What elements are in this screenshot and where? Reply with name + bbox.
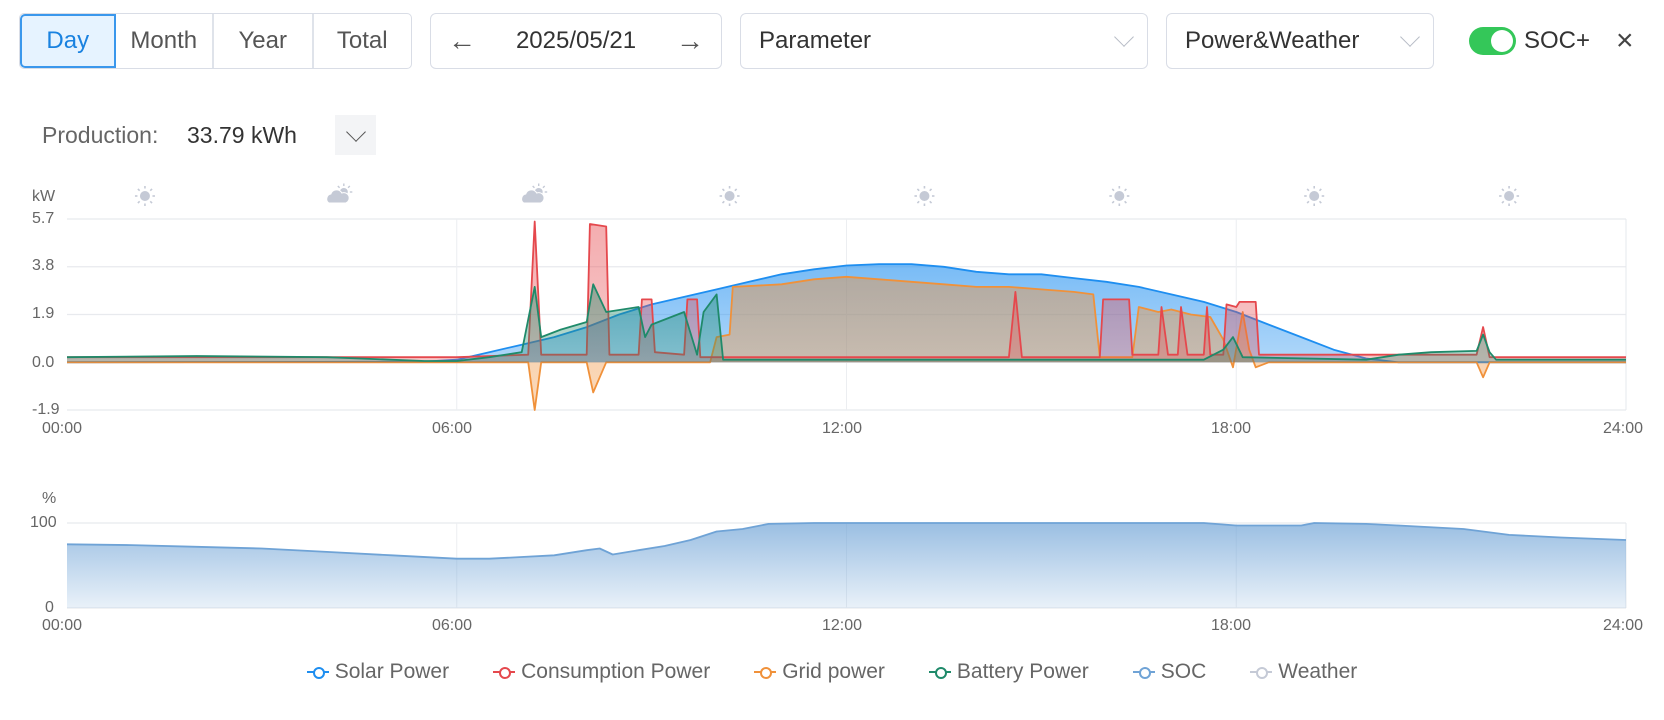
production-label: Production: (42, 122, 159, 148)
legend-marker-icon (493, 666, 516, 679)
view-select[interactable]: Power&Weather (1166, 13, 1434, 69)
partly-cloudy-icon (326, 183, 353, 204)
sun-icon (719, 186, 740, 206)
legend-label: Consumption Power (521, 660, 711, 683)
prev-date-arrow-icon[interactable]: ← (448, 25, 476, 56)
consumption-line (67, 220, 1626, 359)
soc-toggle-label: SOC+ (1524, 27, 1591, 54)
soc-x-tick-label: 06:00 (432, 617, 473, 634)
sun-icon (1109, 186, 1130, 206)
close-icon[interactable]: × (1616, 24, 1634, 57)
legend-battery-power[interactable]: Battery Power (928, 660, 1089, 684)
x-tick-label: 06:00 (432, 420, 473, 437)
production-dropdown-button[interactable] (335, 115, 376, 155)
view-select-value: Power&Weather (1185, 27, 1360, 54)
x-tick-label: 18:00 (1211, 420, 1252, 437)
parameter-select-value: Parameter (759, 27, 872, 54)
legend-label: Weather (1278, 660, 1358, 683)
soc-y-tick-label: 100 (30, 514, 57, 531)
battery-line (66, 283, 1626, 362)
date-picker: ← 2025/05/21 → (430, 13, 722, 69)
chart-legend: Solar Power Consumption Power Grid power… (0, 660, 1664, 684)
period-year-tab[interactable]: Year (214, 14, 314, 68)
period-switcher: Day Month Year Total (19, 13, 412, 69)
x-tick-label: 12:00 (822, 420, 863, 437)
production-value: 33.79 kWh (187, 122, 297, 148)
soc-x-tick-label: 24:00 (1603, 617, 1644, 634)
y-tick-label: 5.7 (32, 210, 55, 227)
legend-grid-power[interactable]: Grid power (754, 660, 885, 684)
y-tick-label: 1.9 (32, 305, 55, 322)
legend-marker-icon (754, 666, 777, 679)
y-tick-label: -1.9 (32, 401, 60, 418)
parameter-select[interactable]: Parameter (740, 13, 1148, 69)
soc-x-tick-label: 18:00 (1211, 617, 1252, 634)
legend-label: Battery Power (956, 660, 1089, 683)
soc-x-tick-label: 00:00 (42, 617, 83, 634)
legend-marker-icon (928, 666, 951, 679)
soc-line (66, 522, 1627, 560)
soc-y-tick-label: 0 (45, 599, 54, 616)
partly-cloudy-icon (521, 183, 548, 204)
legend-label: Grid power (782, 660, 885, 683)
sun-icon (1304, 186, 1325, 206)
legend-weather[interactable]: Weather (1250, 660, 1357, 684)
legend-marker-icon (1132, 666, 1155, 679)
y-tick-label: 0.0 (32, 354, 55, 371)
legend-label: Solar Power (334, 660, 450, 683)
soc-y-axis-unit: % (42, 490, 57, 507)
x-tick-label: 00:00 (42, 420, 83, 437)
sun-icon (1499, 186, 1520, 206)
legend-solar-power[interactable]: Solar Power (306, 660, 450, 684)
legend-marker-icon (306, 666, 329, 679)
soc-area (67, 523, 1626, 608)
legend-soc[interactable]: SOC (1132, 660, 1207, 684)
x-tick-label: 24:00 (1603, 420, 1644, 437)
y-axis-unit: kW (32, 188, 56, 205)
y-tick-label: 3.8 (32, 257, 55, 274)
date-value[interactable]: 2025/05/21 (515, 27, 637, 54)
period-total-tab[interactable]: Total (336, 27, 388, 54)
sun-icon (914, 186, 935, 206)
consumption-area (67, 221, 1626, 363)
soc-x-tick-label: 12:00 (822, 617, 863, 634)
legend-label: SOC (1160, 660, 1207, 683)
next-date-arrow-icon[interactable]: → (676, 25, 704, 56)
period-day-tab[interactable]: Day (20, 14, 116, 68)
soc-toggle[interactable] (1469, 27, 1516, 55)
legend-consumption-power[interactable]: Consumption Power (493, 660, 710, 684)
battery-area (67, 284, 1626, 363)
grid-area (67, 276, 1626, 410)
legend-marker-icon (1250, 666, 1273, 679)
period-month-tab[interactable]: Month (116, 14, 215, 68)
sun-icon (134, 186, 155, 206)
